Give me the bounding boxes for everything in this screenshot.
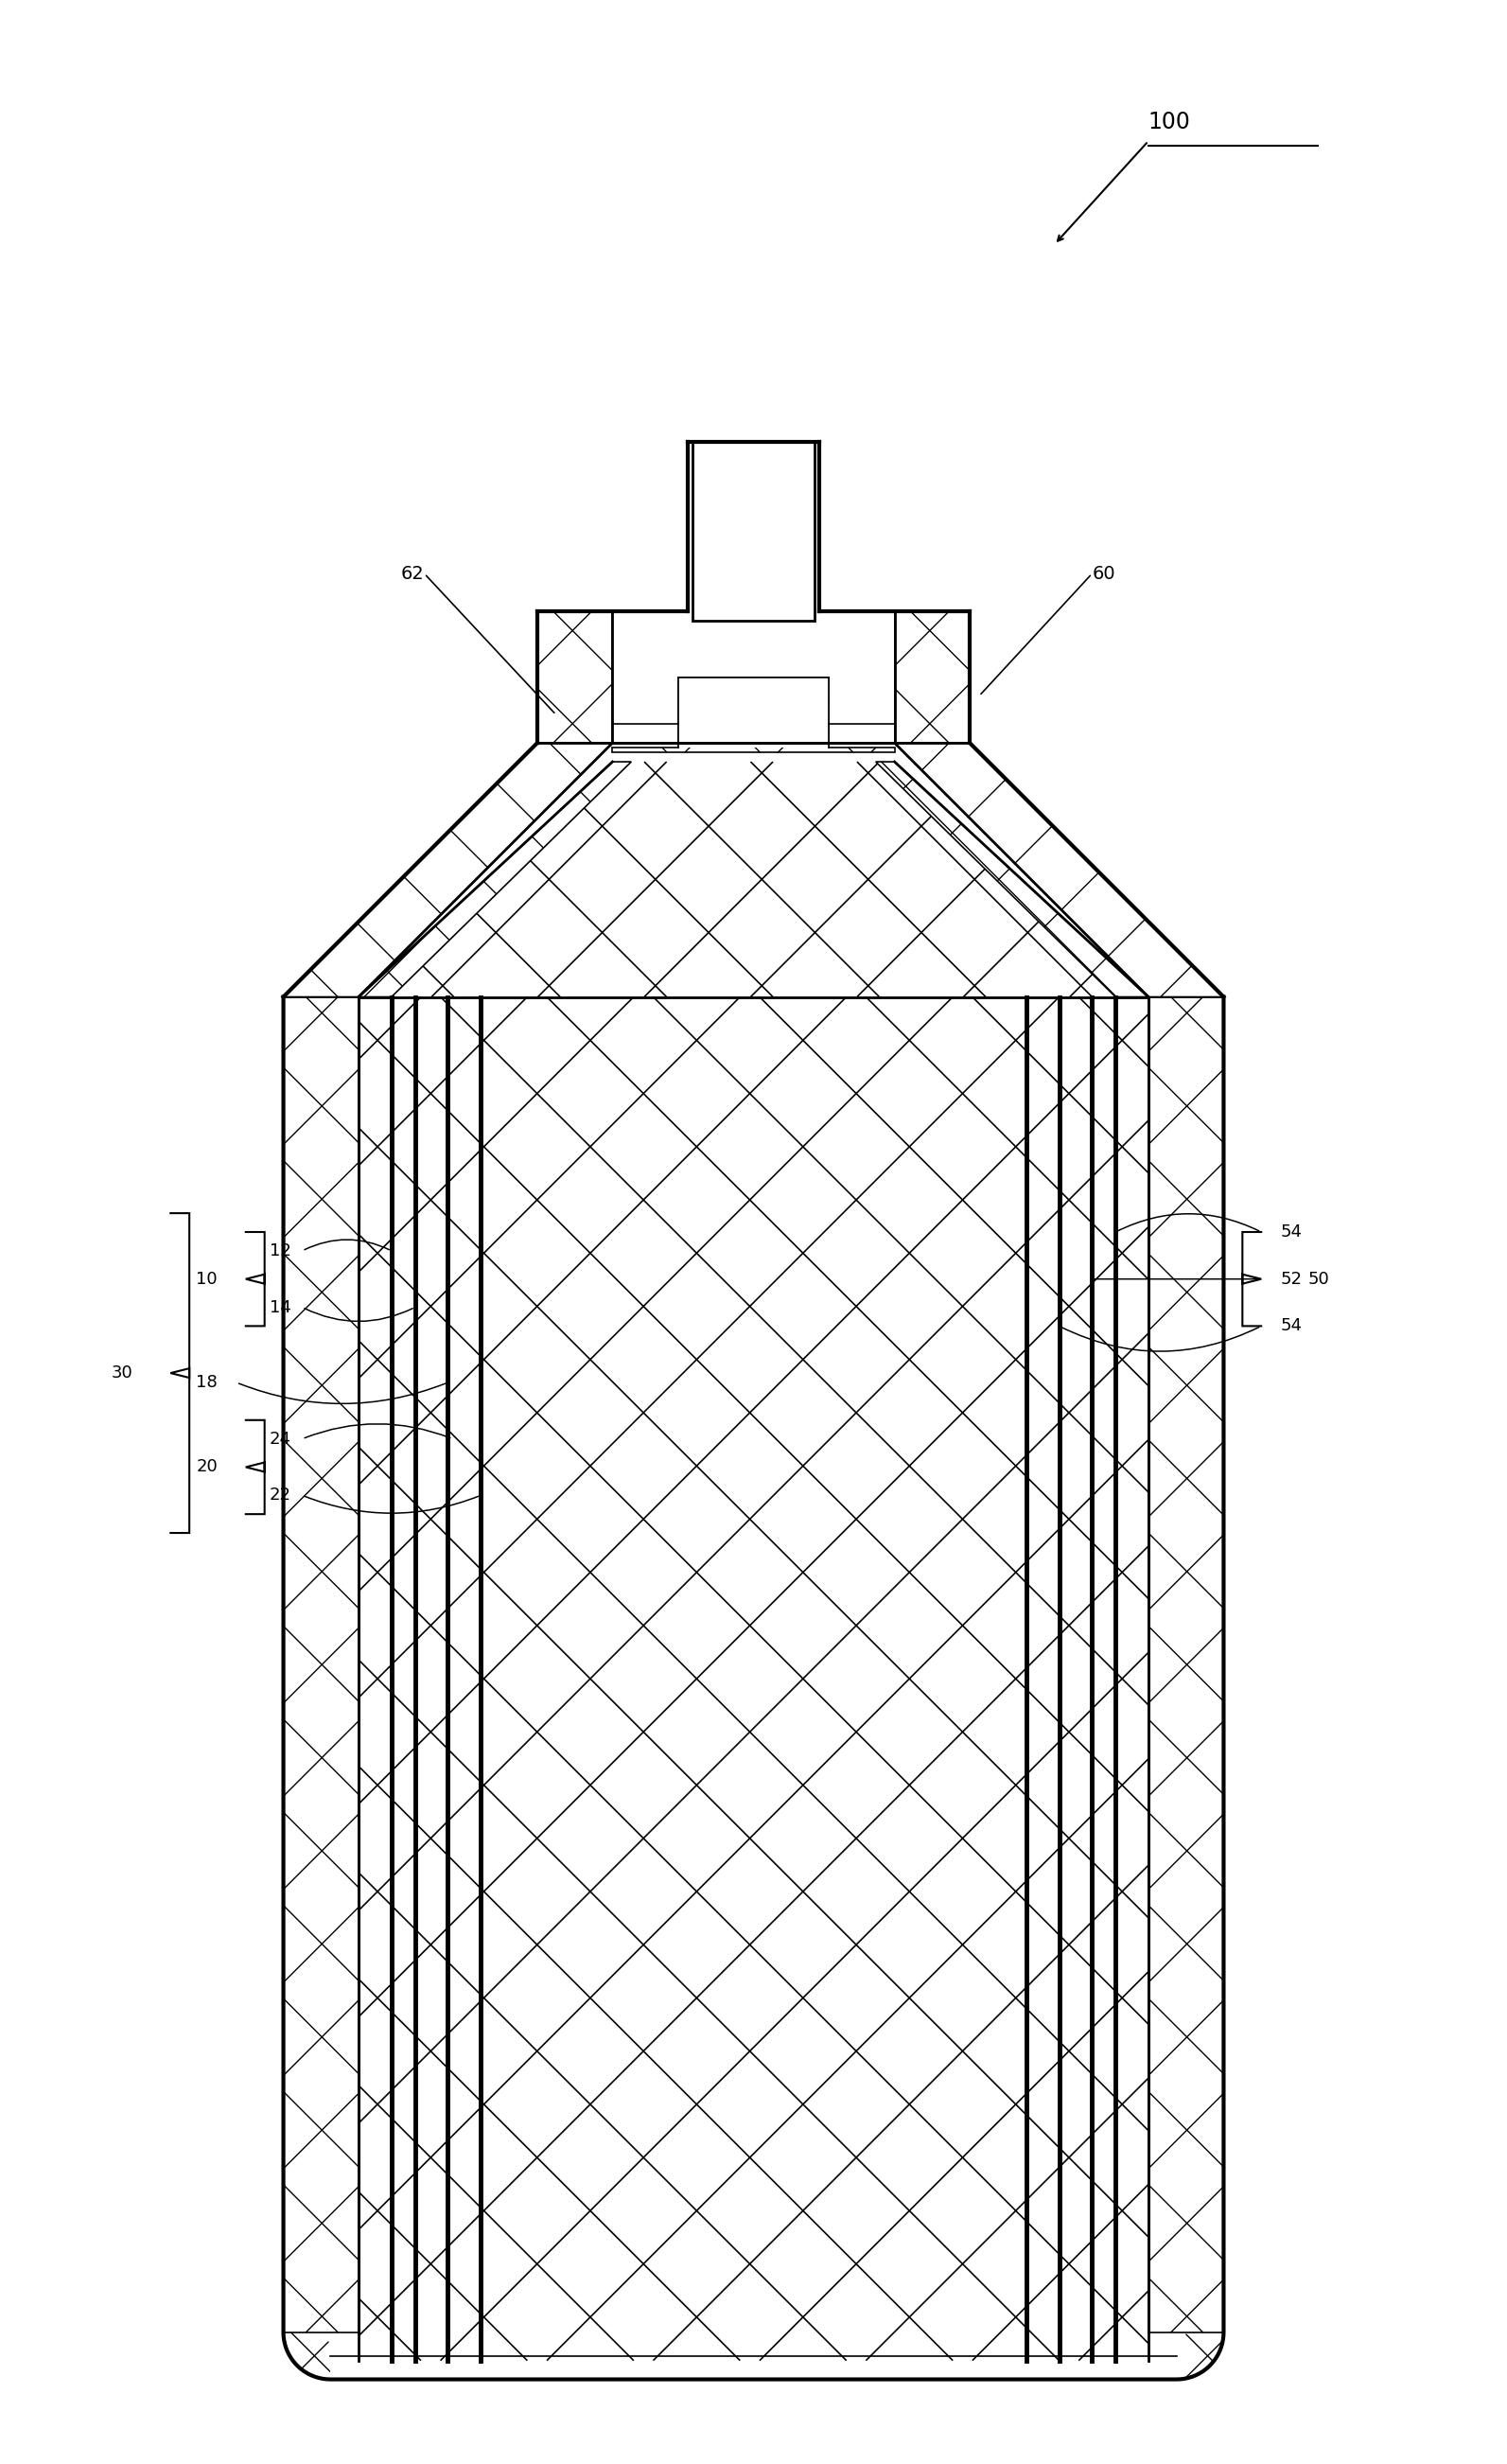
Polygon shape [283,2333,330,2380]
Text: 54: 54 [1279,1225,1302,1239]
Polygon shape [283,744,612,998]
Polygon shape [678,678,829,747]
Polygon shape [359,998,1148,2361]
Polygon shape [283,998,359,2333]
Text: 54: 54 [1279,1318,1302,1335]
Polygon shape [359,761,631,998]
Polygon shape [876,761,1148,998]
Text: 62: 62 [401,564,425,582]
Text: 20: 20 [196,1459,217,1476]
Text: 52: 52 [1279,1271,1302,1289]
Polygon shape [538,611,612,744]
Text: 30: 30 [112,1365,133,1382]
Polygon shape [283,441,1224,2380]
Polygon shape [1148,998,1224,2333]
Polygon shape [895,744,1224,998]
Text: 14: 14 [270,1299,291,1316]
Polygon shape [895,611,969,744]
Text: 22: 22 [270,1486,291,1503]
Text: 100: 100 [1148,111,1191,133]
Polygon shape [330,2346,1177,2380]
Polygon shape [612,678,895,752]
Polygon shape [1177,2333,1224,2380]
Text: 10: 10 [196,1271,217,1289]
Text: 12: 12 [270,1242,291,1259]
Text: 24: 24 [270,1432,291,1446]
Text: 50: 50 [1308,1271,1329,1289]
Polygon shape [692,441,815,621]
Text: 60: 60 [1093,564,1115,582]
Text: 18: 18 [196,1375,217,1392]
Polygon shape [392,761,1115,998]
